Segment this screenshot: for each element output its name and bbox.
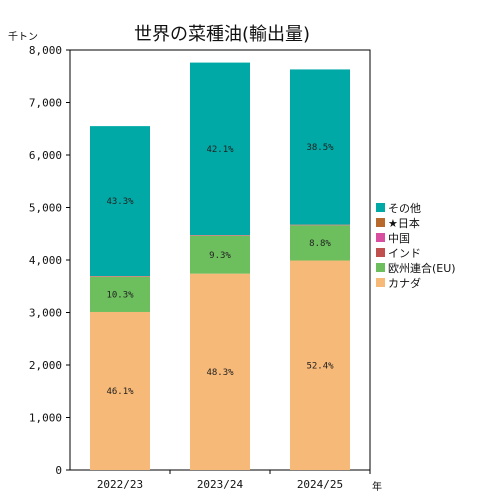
data-label: 48.3% [206,368,234,378]
legend-swatch [376,263,385,272]
data-label: 52.4% [306,361,334,371]
y-tick-label: 0 [55,464,62,477]
x-tick-label: 2024/25 [297,478,343,491]
x-tick-label: 2023/24 [197,478,244,491]
legend-label: インド [388,247,421,260]
bars: 46.1% 10.3% 43.3% 48.3% 9.3% 42.1% 52.4% 8.8% 38… [90,62,350,470]
legend-swatch [376,233,385,242]
y-tick-label: 4,000 [29,254,62,267]
legend-label: 欧州連合(EU) [388,261,456,275]
data-label: 9.3% [209,251,231,261]
y-axis-unit: 千トン [8,31,38,43]
data-label: 38.5% [306,143,334,153]
bar-segment [190,273,250,470]
y-tick-label: 6,000 [29,149,62,162]
data-label: 10.3% [106,290,134,300]
bar-segment [190,235,250,274]
x-tick-label: 2022/23 [97,478,143,491]
data-label: 46.1% [106,387,134,397]
y-tick-label: 7,000 [29,97,62,110]
legend-label: その他 [388,202,421,215]
x-axis: 2022/23 2023/24 2024/25 [97,470,371,491]
legend-label: 中国 [388,232,410,245]
y-tick-label: 2,000 [29,359,62,372]
bar-segment [290,69,350,225]
y-tick-label: 8,000 [29,44,62,57]
x-axis-unit: 年 [372,480,382,493]
legend-swatch [376,218,385,227]
y-tick-label: 5,000 [29,202,62,215]
bar-segment [90,311,150,470]
chart-title: 世界の菜種油(輸出量) [134,24,310,45]
bar-segment [290,260,350,470]
bar-segment [90,276,150,312]
bar-segment [190,62,250,236]
legend-swatch [376,248,385,257]
y-tick-label: 1,000 [29,412,62,425]
data-label: 43.3% [106,197,134,207]
legend-label: ★日本 [388,216,420,230]
data-label: 42.1% [206,145,234,155]
bar-segment [90,126,150,277]
y-tick-label: 3,000 [29,307,62,320]
y-axis: 0 1,000 2,000 3,000 4,000 5,000 6,000 7,000 8,00… [29,44,70,477]
legend-swatch [376,203,385,212]
bar-segment [290,225,350,261]
data-label: 8.8% [309,239,331,249]
legend-swatch [376,278,385,287]
legend-label: カナダ [388,276,421,290]
